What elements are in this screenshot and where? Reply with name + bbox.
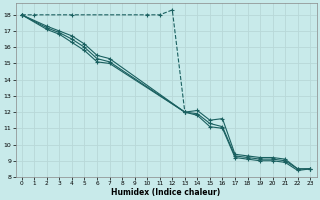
X-axis label: Humidex (Indice chaleur): Humidex (Indice chaleur) [111,188,221,197]
